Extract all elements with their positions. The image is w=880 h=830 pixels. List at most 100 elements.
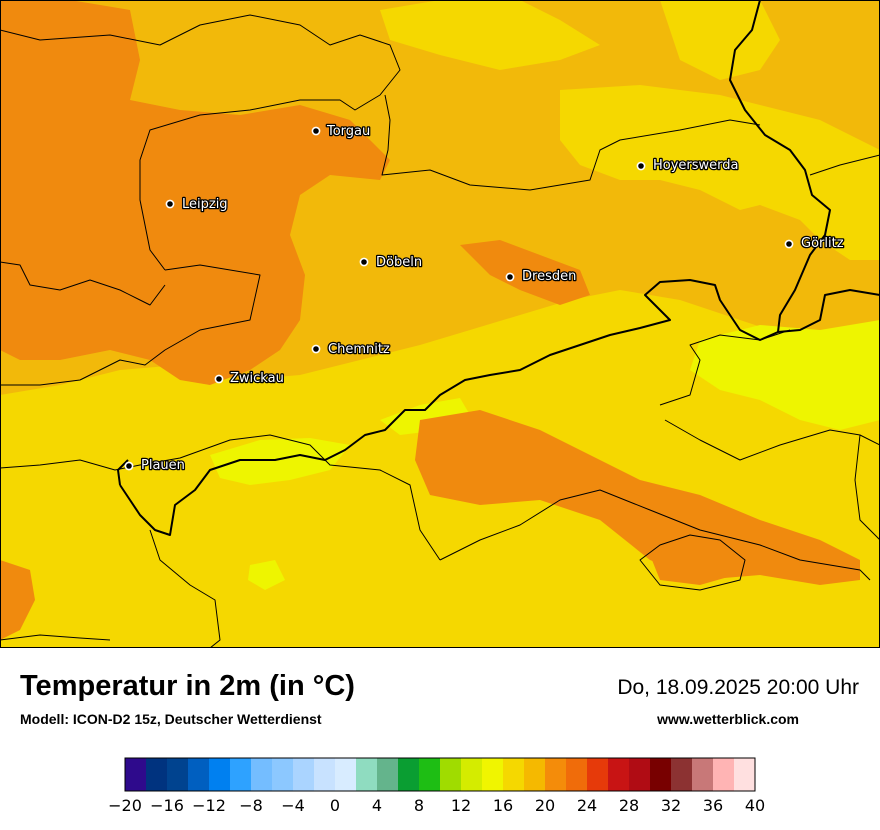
city-doebeln[interactable]: Döbeln [359,254,423,271]
legend-swatch [440,758,462,791]
city-dot [165,199,175,209]
legend-tick-label: 28 [619,796,639,815]
city-dot [124,461,134,471]
city-label-dresden: Dresden [522,269,576,284]
legend-swatch [356,758,378,791]
temp-area-20-22 [0,560,35,640]
legend-swatch [209,758,231,791]
legend-swatch [629,758,651,791]
temp-area-16-18 [380,0,600,70]
temperature-map[interactable]: Torgau Leipzig Döbeln Dresden Hoyerswerd… [0,0,880,648]
legend-tick-label: 20 [535,796,555,815]
legend-swatch [146,758,168,791]
border-lines [0,14,880,648]
legend-swatch [335,758,357,791]
national-border-line [729,0,831,333]
temp-area-16-18 [660,0,780,80]
legend-tick-label: −8 [239,796,263,815]
legend-swatch [377,758,399,791]
city-label-hoyerswerda: Hoyerswerda [653,158,739,173]
legend-swatch [461,758,483,791]
legend-swatch [503,758,525,791]
legend-frame [124,757,756,792]
city-label-zwickau: Zwickau [230,371,284,386]
district-border [439,489,871,581]
district-border [0,634,111,641]
legend-swatch [293,758,315,791]
city-label-leipzig: Leipzig [182,197,228,212]
temp-area-20-22 [460,240,590,305]
city-label-torgau: Torgau [326,124,370,139]
legend-swatch [713,758,735,791]
map-title: Temperatur in 2m (in °C) [20,670,355,702]
city-dot [311,126,321,136]
website-link[interactable]: www.wetterblick.com [657,711,799,727]
temp-area-16-18 [560,85,880,260]
legend-swatch [524,758,546,791]
city-leipzig[interactable]: Leipzig [165,196,229,213]
national-border-line [119,279,779,536]
legend-tick-label: −20 [108,796,142,815]
legend-ticks: −20 −16 −12 −8 −4 0 4 8 12 16 20 24 28 32 36 40 [108,796,765,815]
legend-swatch [566,758,588,791]
city-markers: Torgau Leipzig Döbeln Dresden Hoyerswerd… [124,123,845,474]
legend-tick-label: −4 [281,796,305,815]
legend-tick-label: 16 [493,796,513,815]
legend-tick-label: −12 [192,796,226,815]
legend-swatch [272,758,294,791]
city-dot [505,272,515,282]
city-label-doebeln: Döbeln [376,255,422,270]
district-border [809,154,880,176]
legend-tick-label: 12 [451,796,471,815]
legend-swatch [692,758,714,791]
city-zwickau[interactable]: Zwickau [214,370,285,387]
legend-swatch [587,758,609,791]
city-dot [359,257,369,267]
national-border [117,0,880,536]
legend-swatch [608,758,630,791]
city-dresden[interactable]: Dresden [505,268,578,285]
national-border-line [777,289,880,333]
city-dot [311,344,321,354]
city-plauen[interactable]: Plauen [124,457,186,474]
legend-tick-label: 32 [661,796,681,815]
district-border [0,14,401,271]
city-goerlitz[interactable]: Görlitz [784,235,845,252]
city-chemnitz[interactable]: Chemnitz [311,341,391,358]
city-dot [636,161,646,171]
legend-swatch [230,758,252,791]
valid-time: Do, 18.09.2025 20:00 Uhr [617,676,859,699]
legend-swatch [482,758,504,791]
legend-swatch [188,758,210,791]
temp-area-14-16 [690,320,880,430]
city-hoyerswerda[interactable]: Hoyerswerda [636,157,740,174]
temp-area-20-22 [0,0,390,385]
district-border [639,534,746,591]
legend-swatches [125,758,756,791]
district-border [0,434,441,561]
legend-tick-label: −16 [150,796,184,815]
district-border [0,264,261,386]
legend-swatch [314,758,336,791]
legend-swatch [650,758,672,791]
district-border [0,261,166,306]
city-label-plauen: Plauen [141,458,185,473]
color-legend: −20 −16 −12 −8 −4 0 4 8 12 16 20 24 28 32 36 40 [108,757,765,815]
city-label-goerlitz: Görlitz [801,236,844,251]
city-torgau[interactable]: Torgau [311,123,372,140]
legend-tick-label: 40 [745,796,765,815]
temp-area-14-16 [248,560,285,590]
city-dot [784,239,794,249]
district-border [149,529,221,648]
legend-tick-label: 36 [703,796,723,815]
legend-tick-label: 8 [414,796,424,815]
legend-swatch [671,758,693,791]
district-border [854,434,880,541]
district-border [381,94,761,191]
city-dot [214,374,224,384]
national-border-line [117,459,129,486]
temp-area-20-22 [415,410,860,585]
legend-swatch [125,758,147,791]
legend-swatch [167,758,189,791]
legend-swatch [545,758,567,791]
